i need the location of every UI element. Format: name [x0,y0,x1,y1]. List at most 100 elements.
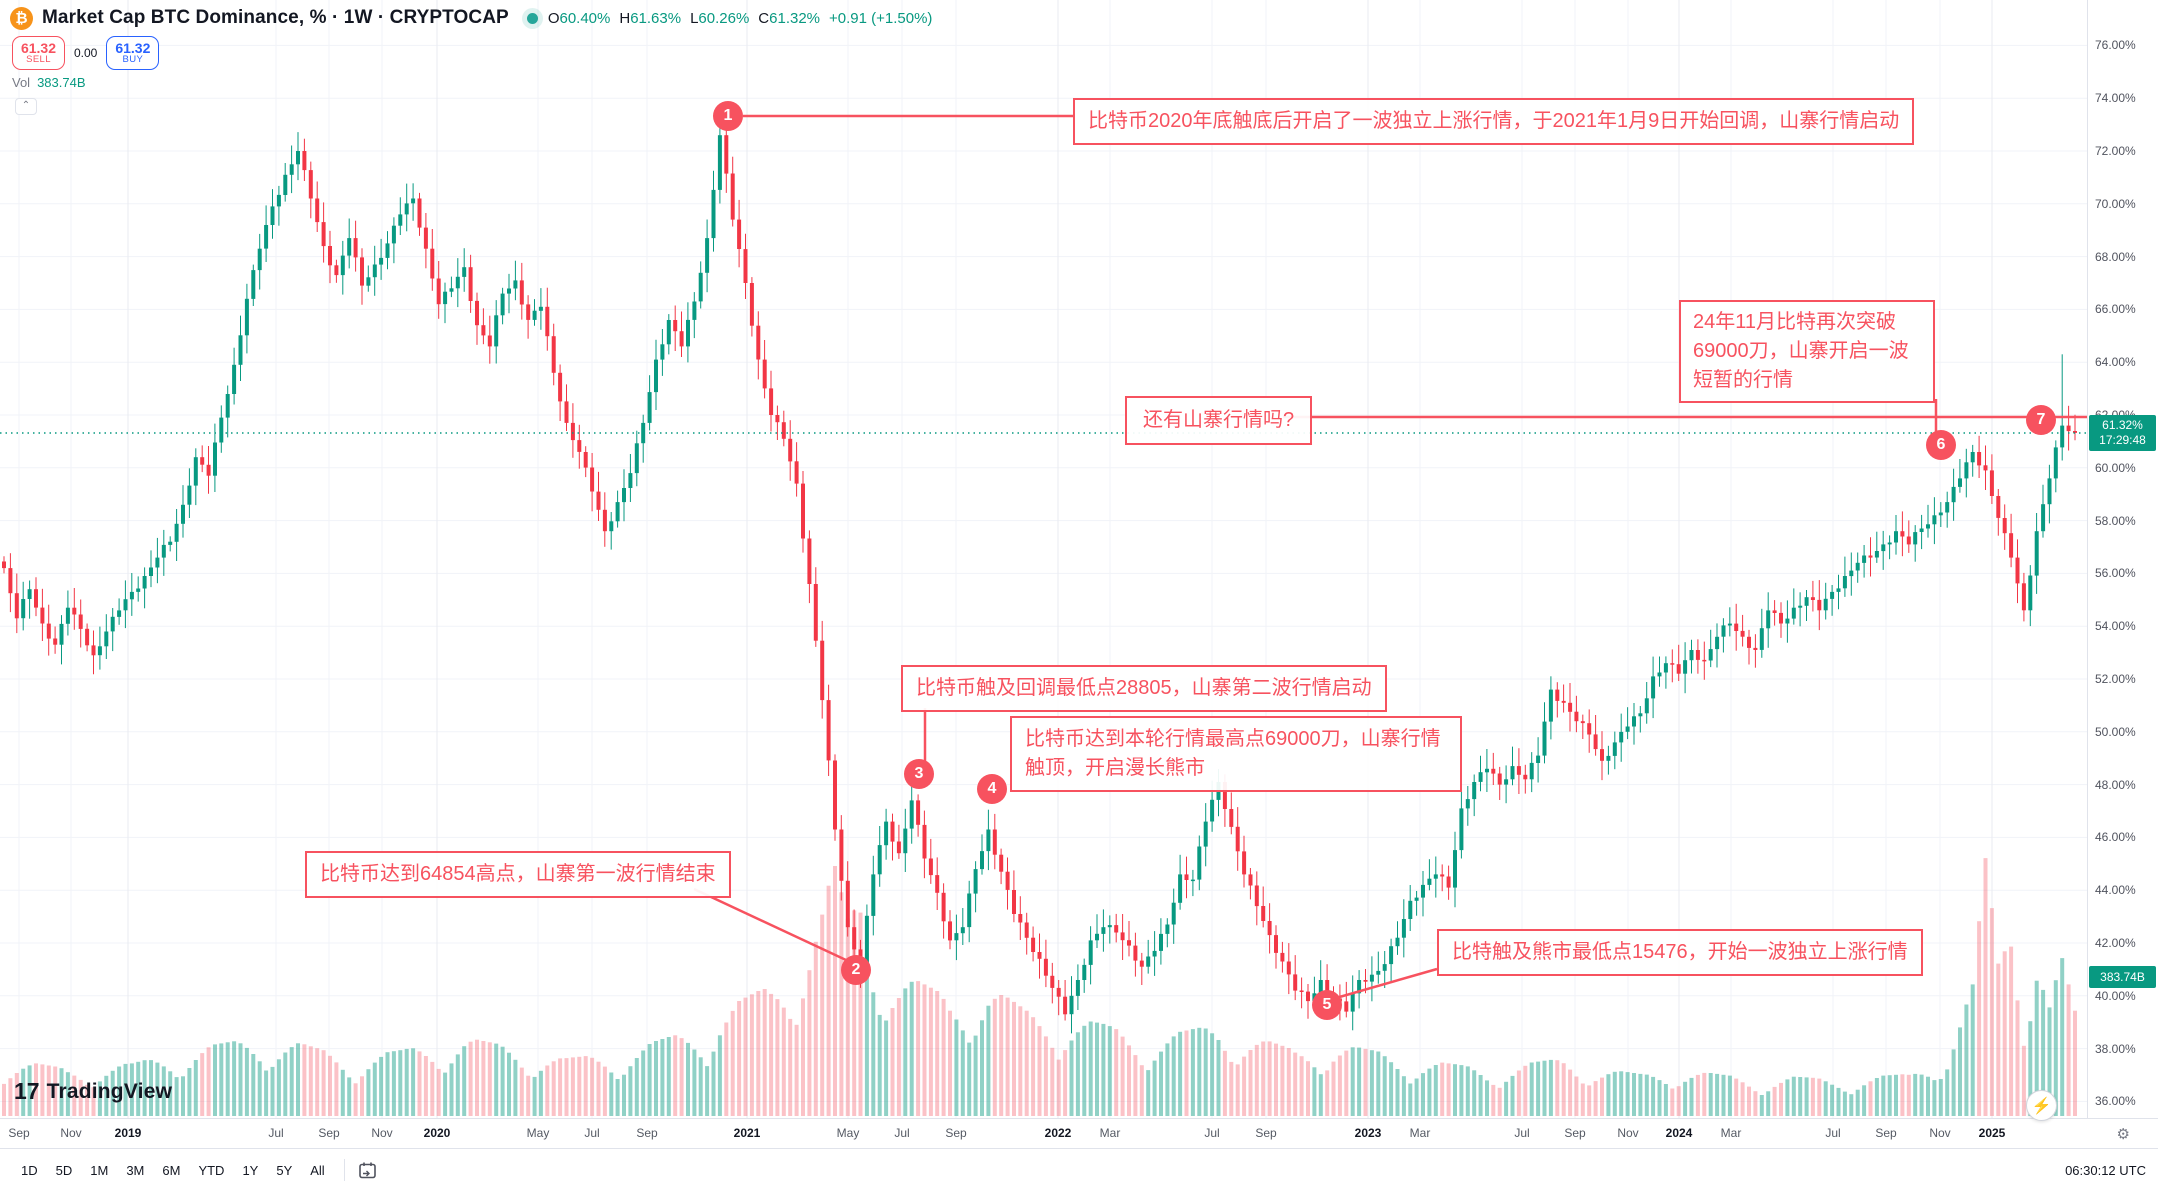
time-tick-year: 2024 [1665,1126,1693,1140]
marker-2[interactable]: 2 [841,955,871,985]
time-tick-month: Mar [1099,1126,1121,1140]
time-tick-month: Nov [1929,1126,1951,1140]
price-tick: 38.00% [2095,1041,2136,1056]
marker-7[interactable]: 7 [2026,405,2056,435]
buy-button[interactable]: 61.32 BUY [106,36,160,70]
price-tick: 64.00% [2095,355,2136,370]
time-tick-month: Nov [60,1126,82,1140]
price-tick: 48.00% [2095,777,2136,792]
time-tick-year: 2025 [1978,1126,2006,1140]
marker-5[interactable]: 5 [1312,990,1342,1020]
marker-4[interactable]: 4 [977,774,1007,804]
current-volume-tag: 383.74B [2089,966,2156,988]
time-tick-month: Sep [636,1126,658,1140]
buy-label: BUY [122,54,144,66]
spread-value: 0.00 [74,46,98,60]
market-status-dot-icon [526,12,538,24]
price-tick: 68.00% [2095,249,2136,264]
current-price-tag: 61.32% 17:29:48 [2089,415,2156,451]
price-tick: 42.00% [2095,936,2136,950]
time-tick-month: Jul [894,1126,910,1140]
time-tick-month: Sep [318,1126,340,1140]
range-1M[interactable]: 1M [81,1158,117,1183]
range-1D[interactable]: 1D [12,1158,47,1183]
time-tick-month: Nov [371,1126,393,1140]
tradingview-logo-mark-icon: 17 [14,1078,40,1104]
marker-1[interactable]: 1 [713,101,743,131]
buy-price: 61.32 [115,39,151,56]
ohlc-part: +0.91 (+1.50%) [829,9,933,27]
time-tick-month: Jul [268,1126,284,1140]
quick-trade-bolt-button[interactable]: ⚡ [2026,1090,2057,1121]
price-axis[interactable]: 76.00% 74.00% 72.00% 70.00% 68.00% 66.00% 64.0… [2087,0,2158,1118]
range-1Y[interactable]: 1Y [233,1158,267,1183]
annotation-box-7[interactable]: 比特触及熊市最低点15476，开始一波独立上涨行情 [1437,929,1923,976]
ohlc-part: C61.32% [758,9,821,27]
time-tick-year: 2021 [733,1126,761,1140]
price-tick: 60.00% [2095,460,2136,475]
range-5D[interactable]: 5D [47,1158,82,1183]
price-tick: 70.00% [2095,196,2136,211]
annotation-box-6[interactable]: 比特币达到64854高点，山寨第一波行情结束 [305,851,731,898]
trade-panel: 61.32 SELL 0.00 61.32 BUY [12,36,160,70]
time-tick-month: Jul [1204,1126,1220,1140]
range-5Y[interactable]: 5Y [267,1158,301,1183]
time-tick-month: Sep [1255,1126,1277,1140]
price-tick: 50.00% [2095,724,2136,739]
time-tick-year: 2020 [423,1126,451,1140]
time-tick-year: 2023 [1354,1126,1382,1140]
time-tick-month: May [526,1126,550,1140]
sell-label: SELL [26,54,51,66]
sell-button[interactable]: 61.32 SELL [12,36,65,70]
annotation-box-4[interactable]: 比特币触及回调最低点28805，山寨第二波行情启动 [901,665,1387,712]
price-tick: 56.00% [2095,566,2136,581]
annotation-box-5[interactable]: 比特币达到本轮行情最高点69000刀，山寨行情触顶，开启漫长熊市 [1010,716,1462,792]
time-tick-year: 2019 [114,1126,142,1140]
annotation-box-1[interactable]: 比特币2020年底触底后开启了一波独立上涨行情，于2021年1月9日开始回调，山… [1073,98,1915,145]
axis-settings-gear-icon[interactable]: ⚙ [2116,1126,2130,1143]
current-price: 61.32% [2102,418,2143,432]
time-tick-month: Sep [1564,1126,1586,1140]
price-tick: 40.00% [2095,988,2136,1003]
range-3M[interactable]: 3M [117,1158,153,1183]
time-axis[interactable]: ⚙ Sep Nov 2019 Jul Sep Nov 2020 May Jul Sep 2021 Ma… [0,1118,2158,1148]
symbol-title[interactable]: Market Cap BTC Dominance, % · 1W · CRYPT… [42,7,509,28]
range-YTD[interactable]: YTD [189,1158,233,1183]
calendar-icon [358,1162,376,1178]
time-tick-month: May [836,1126,860,1140]
marker-6[interactable]: 6 [1926,430,1956,460]
go-to-date-button[interactable] [355,1158,380,1183]
ohlc-values: O60.40% H61.63% L60.26% C61.32% +0.91 (+1.50… [548,10,933,27]
ohlc-part: H61.63% [619,9,682,27]
ohlc-part: O60.40% [547,9,611,27]
lightning-bolt-icon: ⚡ [2031,1097,2052,1115]
symbol-header: ₿ Market Cap BTC Dominance, % · 1W · CRY… [10,4,932,32]
annotation-box-2[interactable]: 24年11月比特再次突破69000刀，山寨开启一波短暂的行情 [1679,300,1935,403]
volume-label: Vol [12,75,31,90]
price-tick: 46.00% [2095,830,2136,845]
time-tick-month: Jul [584,1126,600,1140]
exchange-clock[interactable]: 06:30:12 UTC [2065,1162,2146,1178]
price-tick: 44.00% [2095,883,2136,898]
collapse-panel-button[interactable]: ⌃ [15,98,37,115]
time-tick-month: Jul [1825,1126,1841,1140]
tradingview-logo[interactable]: 17 TradingView [14,1078,172,1105]
ohlc-part: L60.26% [690,9,750,27]
price-tick: 76.00% [2095,38,2136,53]
time-tick-month: Sep [8,1126,30,1140]
time-tick-month: Mar [1409,1126,1431,1140]
bottom-toolbar: 1D 5D 1M 3M 6M YTD 1Y 5Y All 06:30:12 UTC [0,1148,2158,1191]
time-tick-month: Mar [1720,1126,1742,1140]
range-6M[interactable]: 6M [153,1158,189,1183]
price-tick: 58.00% [2095,513,2136,528]
time-tick-month: Jul [1514,1126,1530,1140]
time-tick-month: Sep [1875,1126,1897,1140]
time-tick-month: Sep [945,1126,967,1140]
range-All[interactable]: All [301,1158,333,1183]
annotation-box-3[interactable]: 还有山寨行情吗? [1125,396,1313,445]
price-tick: 36.00% [2095,1094,2136,1109]
tradingview-logo-text: TradingView [46,1079,173,1103]
marker-3[interactable]: 3 [904,759,934,789]
volume-row: Vol 383.74B [12,75,86,90]
